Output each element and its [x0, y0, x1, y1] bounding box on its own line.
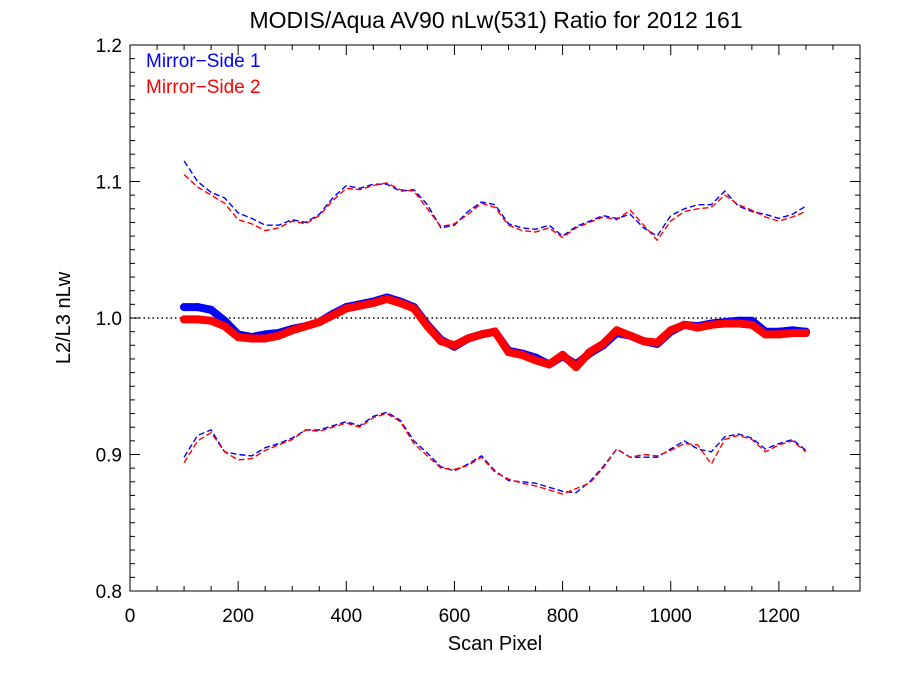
legend-entry-ms2: Mirror−Side 2 — [146, 77, 261, 98]
ms2-median-point — [504, 348, 513, 357]
ms2-median-point — [180, 315, 189, 324]
ms2-median-point — [531, 356, 540, 365]
ms2-median-point — [220, 322, 229, 331]
y-tick-label: 1.0 — [96, 309, 122, 330]
x-tick-label: 400 — [330, 606, 362, 627]
ms2-median-point — [693, 323, 702, 332]
ms2-median-point — [382, 294, 391, 303]
ms2-median-point — [585, 348, 594, 357]
ms2-median-point — [328, 311, 337, 320]
ms2-median-point — [369, 298, 378, 307]
ms2-median-point — [463, 334, 472, 343]
ms2-median-point — [707, 320, 716, 329]
ms2-lower-line — [183, 412, 807, 495]
ms2-median-point — [301, 322, 310, 331]
ms2-median-point — [274, 331, 283, 340]
ms2-upper-line — [183, 174, 807, 242]
ms2-median-point — [193, 315, 202, 324]
ms2-median-point — [666, 326, 675, 335]
legend-entry-ms1: Mirror−Side 1 — [146, 51, 261, 72]
ms2-median-point — [774, 330, 783, 339]
x-tick-label: 1200 — [758, 606, 800, 627]
ms2-median-point — [612, 326, 621, 335]
ms2-median-point — [801, 329, 810, 338]
axis-layer: 0 200 400 600 800 1000 1200 0.8 0.9 1.0 1.1 1.2 — [96, 36, 861, 627]
ms1-median-point — [180, 303, 189, 312]
ms1-median-point — [193, 303, 202, 312]
ms2-median-point — [680, 320, 689, 329]
x-tick-label: 800 — [547, 606, 579, 627]
x-tick-label: 0 — [125, 606, 136, 627]
ms2-median-point — [639, 337, 648, 346]
ms2-median-point — [234, 333, 243, 342]
ms1-lower-line — [183, 411, 807, 494]
ms1-median-point — [207, 305, 216, 314]
x-tick-label: 200 — [222, 606, 254, 627]
ms2-median-point — [315, 318, 324, 327]
ms2-median-point — [518, 350, 527, 359]
y-tick-label: 0.8 — [96, 582, 122, 603]
ms2-median-point — [558, 350, 567, 359]
ms2-median-point — [653, 338, 662, 347]
ms2-median-point — [545, 360, 554, 369]
ms2-median-point — [477, 330, 486, 339]
x-tick-label: 1000 — [650, 606, 692, 627]
ms2-median-point — [734, 319, 743, 328]
ms2-median-point — [396, 298, 405, 307]
ms2-median-point — [261, 334, 270, 343]
ms2-median-point — [355, 301, 364, 310]
ms2-median-point — [491, 327, 499, 336]
ms2-median-point — [207, 316, 216, 325]
ms2-median-point — [288, 326, 297, 335]
x-tick-label: 600 — [439, 606, 471, 627]
ms2-median-point — [720, 319, 729, 328]
y-tick-label: 1.2 — [96, 36, 122, 57]
ms2-median-point — [342, 304, 351, 313]
y-tick-label: 1.1 — [96, 173, 122, 194]
y-axis-label: L2/L3 nLw — [53, 271, 75, 364]
chart-title: MODIS/Aqua AV90 nLw(531) Ratio for 2012 … — [249, 7, 742, 33]
x-axis-label: Scan Pixel — [448, 633, 543, 655]
series-layer — [180, 160, 810, 495]
y-tick-label: 0.9 — [96, 446, 122, 467]
ms2-median-point — [747, 320, 756, 329]
ms2-median-point — [761, 330, 770, 339]
ms1-upper-line — [183, 160, 807, 238]
ms2-median-point — [423, 322, 432, 331]
ms2-median-point — [626, 331, 635, 340]
ms2-median-point — [409, 304, 418, 313]
ms2-median-point — [247, 334, 256, 343]
ms2-median-point — [436, 337, 445, 346]
ms2-median-point — [450, 341, 459, 350]
ms2-median-point — [599, 339, 608, 348]
ms2-median-point — [788, 329, 797, 338]
ms2-median-point — [572, 363, 581, 372]
